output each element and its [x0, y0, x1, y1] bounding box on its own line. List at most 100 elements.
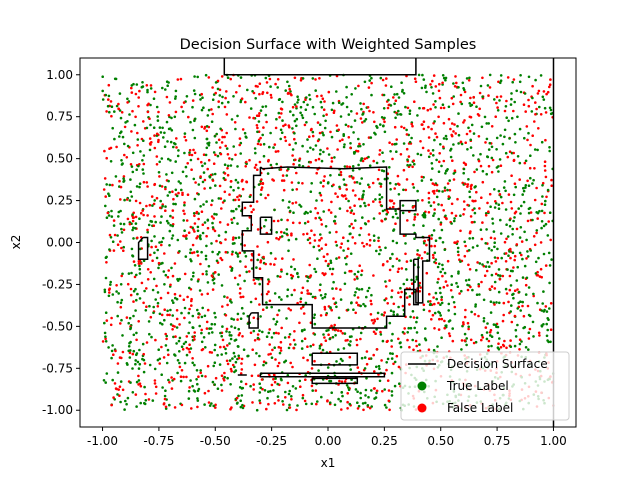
sample-point-true — [203, 403, 206, 406]
sample-point-true — [238, 386, 242, 389]
sample-point-true — [137, 164, 140, 168]
sample-point-false — [388, 268, 392, 272]
sample-point-false — [293, 288, 296, 292]
sample-point-true — [324, 225, 328, 228]
sample-point-true — [311, 130, 315, 134]
sample-point-false — [544, 175, 548, 179]
sample-point-false — [188, 148, 192, 152]
sample-point-true — [329, 306, 332, 309]
sample-point-false — [206, 308, 210, 312]
sample-point-false — [376, 317, 379, 321]
sample-point-false — [201, 272, 205, 276]
sample-point-true — [187, 397, 191, 400]
sample-point-true — [524, 184, 528, 187]
sample-point-true — [120, 231, 124, 234]
sample-point-true — [146, 90, 149, 94]
sample-point-false — [216, 79, 220, 83]
sample-point-false — [197, 316, 200, 319]
sample-point-true — [460, 289, 463, 293]
sample-point-true — [394, 209, 397, 213]
sample-point-false — [163, 308, 166, 312]
sample-point-false — [128, 351, 132, 355]
sample-point-true — [240, 394, 244, 397]
sample-point-true — [408, 109, 412, 112]
sample-point-true — [306, 138, 309, 141]
sample-point-true — [223, 199, 226, 202]
sample-point-false — [346, 407, 349, 410]
sample-point-true — [486, 260, 490, 264]
sample-point-false — [439, 106, 443, 110]
sample-point-true — [472, 132, 476, 135]
sample-point-false — [281, 257, 284, 260]
sample-point-true — [509, 103, 513, 106]
sample-point-true — [440, 301, 444, 305]
sample-point-false — [139, 384, 143, 388]
sample-point-true — [348, 232, 352, 236]
sample-point-false — [164, 187, 167, 191]
legend-label-true-label: True Label — [446, 379, 509, 393]
sample-point-false — [157, 140, 160, 144]
sample-point-false — [508, 150, 512, 153]
sample-point-true — [402, 282, 406, 286]
sample-point-true — [432, 229, 436, 232]
sample-point-false — [440, 317, 444, 321]
sample-point-false — [292, 346, 296, 350]
sample-point-false — [154, 392, 158, 395]
sample-point-false — [515, 227, 519, 231]
sample-point-true — [324, 293, 327, 296]
sample-point-true — [356, 277, 359, 280]
sample-point-false — [513, 254, 517, 258]
sample-point-true — [178, 250, 181, 253]
sample-point-false — [377, 239, 380, 243]
sample-point-false — [468, 268, 472, 271]
sample-point-false — [358, 264, 362, 268]
sample-point-true — [401, 330, 405, 334]
sample-point-true — [399, 345, 403, 349]
sample-point-true — [125, 402, 128, 406]
sample-point-true — [290, 276, 294, 280]
sample-point-true — [438, 262, 441, 266]
sample-point-true — [169, 323, 173, 326]
sample-point-false — [469, 285, 472, 289]
sample-point-true — [122, 222, 126, 226]
sample-point-false — [218, 146, 222, 149]
sample-point-true — [196, 250, 199, 254]
sample-point-true — [150, 220, 154, 223]
sample-point-true — [518, 342, 522, 346]
sample-point-true — [196, 382, 199, 386]
sample-point-false — [314, 158, 318, 162]
sample-point-false — [155, 284, 158, 288]
sample-point-true — [531, 320, 535, 324]
sample-point-false — [481, 76, 484, 80]
sample-point-false — [359, 226, 363, 230]
sample-point-false — [180, 105, 183, 109]
sample-point-false — [160, 313, 164, 317]
sample-point-true — [522, 200, 526, 204]
sample-point-false — [244, 165, 247, 168]
sample-point-false — [243, 206, 247, 210]
sample-point-true — [362, 143, 365, 146]
sample-point-false — [396, 174, 400, 178]
sample-point-true — [359, 204, 362, 208]
sample-point-true — [198, 289, 202, 292]
sample-point-true — [497, 274, 500, 277]
sample-point-true — [191, 361, 194, 365]
sample-point-false — [333, 323, 337, 327]
sample-point-false — [171, 216, 175, 219]
sample-point-false — [273, 143, 277, 146]
sample-point-true — [176, 371, 179, 375]
sample-point-true — [135, 168, 138, 171]
sample-point-true — [236, 181, 240, 184]
sample-point-true — [360, 107, 363, 111]
sample-point-false — [145, 341, 149, 344]
sample-point-true — [318, 216, 321, 220]
sample-point-true — [495, 136, 499, 140]
sample-point-true — [229, 185, 233, 189]
sample-point-false — [456, 240, 459, 243]
sample-point-false — [223, 135, 226, 139]
sample-point-true — [518, 251, 522, 255]
sample-point-false — [349, 211, 353, 214]
sample-point-true — [548, 149, 551, 153]
sample-point-true — [110, 349, 114, 353]
sample-point-false — [217, 100, 220, 103]
